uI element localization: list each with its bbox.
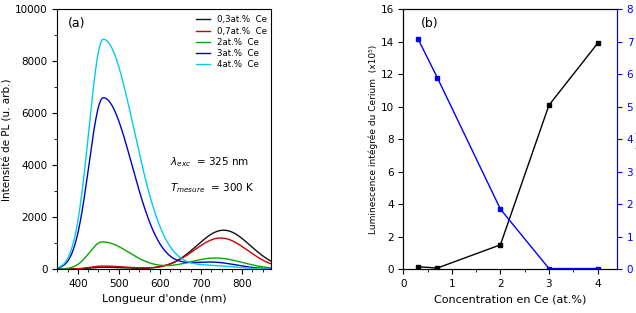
- Legend: 0,3at.%  Ce, 0,7at.%  Ce, 2at.%  Ce, 3at.%  Ce, 4at.%  Ce: 0,3at.% Ce, 0,7at.% Ce, 2at.% Ce, 3at.% …: [195, 14, 268, 71]
- 0,7at.%  Ce: [261, 259, 268, 263]
- 4at.%  Ce: [261, 267, 268, 271]
- 2at.%  Ce: [157, 264, 165, 267]
- 3at.%  Ce: [261, 267, 268, 270]
- 0,7at.%  Ce: [151, 265, 159, 269]
- 0,7at.%  Ce: [53, 267, 61, 271]
- Line: 4at.%  Ce: 4at.% Ce: [57, 39, 271, 269]
- X-axis label: Longueur d'onde (nm): Longueur d'onde (nm): [102, 295, 226, 305]
- Text: (a): (a): [68, 17, 85, 30]
- 3at.%  Ce: [157, 244, 165, 248]
- 2at.%  Ce: [64, 266, 72, 270]
- 4at.%  Ce: [261, 267, 268, 271]
- 0,3at.%  Ce: [222, 228, 230, 232]
- 0,7at.%  Ce: [222, 237, 230, 240]
- 2at.%  Ce: [261, 265, 268, 269]
- 3at.%  Ce: [99, 96, 107, 100]
- 2at.%  Ce: [261, 265, 268, 269]
- Y-axis label: Intensité de PL (u. arb.): Intensité de PL (u. arb.): [2, 78, 12, 201]
- Line: 0,3at.%  Ce: 0,3at.% Ce: [57, 230, 271, 269]
- 2at.%  Ce: [53, 267, 61, 271]
- 0,7at.%  Ce: [217, 236, 225, 240]
- Text: (b): (b): [420, 17, 438, 30]
- 0,3at.%  Ce: [151, 266, 159, 269]
- 4at.%  Ce: [53, 266, 61, 270]
- 0,3at.%  Ce: [53, 267, 61, 271]
- Text: $\lambda_{exc}$  = 325 nm: $\lambda_{exc}$ = 325 nm: [170, 155, 250, 169]
- 4at.%  Ce: [157, 228, 165, 231]
- 3at.%  Ce: [261, 267, 268, 270]
- 2at.%  Ce: [99, 240, 106, 244]
- 4at.%  Ce: [152, 213, 160, 216]
- 0,3at.%  Ce: [267, 259, 275, 263]
- 3at.%  Ce: [267, 267, 275, 271]
- 0,7at.%  Ce: [267, 262, 275, 266]
- 4at.%  Ce: [99, 37, 107, 41]
- 0,3at.%  Ce: [64, 267, 72, 271]
- 0,3at.%  Ce: [220, 228, 228, 232]
- Line: 2at.%  Ce: 2at.% Ce: [57, 242, 271, 269]
- 3at.%  Ce: [53, 266, 61, 270]
- 0,3at.%  Ce: [261, 255, 268, 259]
- 2at.%  Ce: [267, 266, 275, 270]
- Text: $T_{mesure}$  = 300 K: $T_{mesure}$ = 300 K: [170, 181, 255, 195]
- 0,7at.%  Ce: [64, 267, 72, 271]
- 0,7at.%  Ce: [261, 259, 268, 263]
- 0,3at.%  Ce: [261, 255, 268, 259]
- X-axis label: Concentration en Ce (at.%): Concentration en Ce (at.%): [434, 295, 586, 305]
- 3at.%  Ce: [222, 261, 230, 265]
- Line: 3at.%  Ce: 3at.% Ce: [57, 98, 271, 269]
- 4at.%  Ce: [222, 264, 230, 268]
- 4at.%  Ce: [267, 267, 275, 271]
- 4at.%  Ce: [64, 256, 72, 259]
- 2at.%  Ce: [222, 257, 230, 261]
- 2at.%  Ce: [152, 263, 160, 266]
- 0,7at.%  Ce: [157, 264, 165, 268]
- Line: 0,7at.%  Ce: 0,7at.% Ce: [57, 238, 271, 269]
- Y-axis label: Luminescence intégrée du Cerium  (x10⁵): Luminescence intégrée du Cerium (x10⁵): [368, 45, 378, 234]
- 0,3at.%  Ce: [157, 265, 165, 269]
- 3at.%  Ce: [152, 234, 160, 238]
- 3at.%  Ce: [64, 259, 72, 262]
